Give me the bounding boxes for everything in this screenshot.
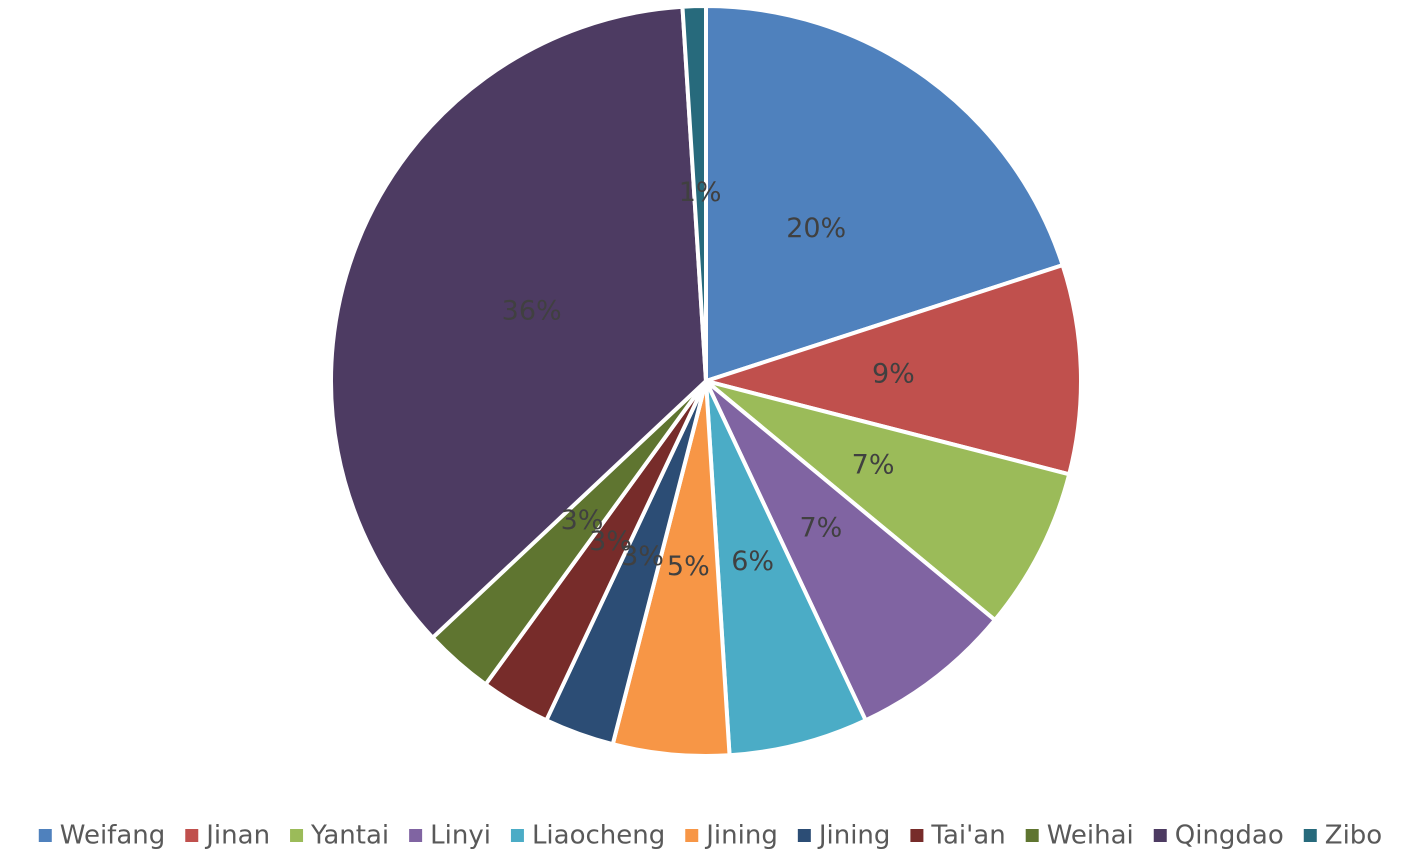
legend-label: Qingdao	[1175, 821, 1284, 851]
legend-label: Weihai	[1047, 821, 1134, 851]
data-label: 5%	[667, 551, 710, 582]
legend-swatch	[38, 829, 52, 842]
legend-swatch	[1153, 829, 1167, 842]
data-label: 3%	[621, 541, 664, 572]
legend-label: Tai'an	[930, 821, 1005, 851]
legend-swatch	[290, 829, 304, 842]
data-label: 3%	[561, 505, 604, 536]
legend-swatch	[1025, 829, 1039, 842]
pie-slice	[704, 4, 1065, 383]
legend-swatch	[685, 829, 699, 842]
legend-swatch	[1303, 829, 1317, 842]
legend-swatch	[510, 829, 524, 842]
legend-swatch	[185, 829, 199, 842]
pie-slice	[329, 4, 708, 640]
legend-label: Linyi	[430, 821, 491, 851]
data-label: 3%	[589, 526, 632, 557]
pie-slice	[704, 379, 868, 758]
legend-swatch	[910, 829, 924, 842]
legend-label: Jinan	[204, 821, 270, 851]
data-label: 7%	[852, 450, 895, 481]
legend-swatch	[409, 829, 423, 842]
data-label: 7%	[799, 513, 842, 544]
pie-slice	[704, 263, 1083, 477]
pie-slice	[704, 379, 1072, 623]
legend-label: Zibo	[1325, 821, 1382, 851]
data-label: 9%	[872, 359, 915, 390]
data-label: 20%	[786, 213, 846, 244]
legend-label: Jining	[704, 821, 778, 851]
legend-label: Yantai	[310, 821, 389, 851]
data-label: 1%	[679, 177, 722, 208]
legend-label: Jining	[817, 821, 891, 851]
data-label: 6%	[731, 546, 774, 577]
pie-slice	[680, 4, 708, 383]
legend-label: Weifang	[60, 821, 165, 851]
legend-label: Liaocheng	[532, 821, 665, 851]
pie-slice	[704, 379, 997, 723]
data-label: 36%	[502, 295, 562, 326]
legend-swatch	[797, 829, 811, 842]
